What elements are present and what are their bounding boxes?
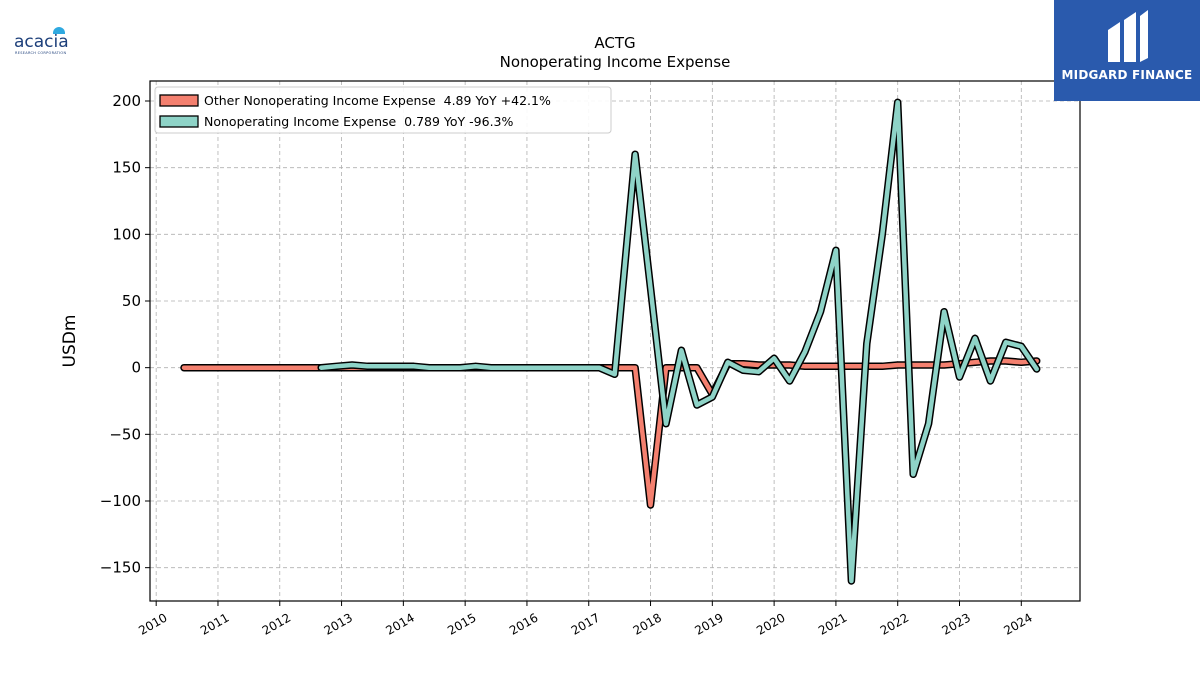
legend-label-total: Nonoperating Income Expense 0.789 YoY -9… <box>204 114 513 129</box>
legend-box <box>154 86 612 134</box>
y-axis-ticks: −150 −100 −50 0 50 100 150 200 <box>100 92 150 577</box>
x-tick-label: 2020 <box>754 610 787 637</box>
y-tick-label: −100 <box>100 492 141 510</box>
legend-swatch-total <box>159 115 199 128</box>
y-tick-label: 150 <box>112 159 141 177</box>
x-axis-ticks: 2010 2011 2012 2013 2014 2015 2016 2017 2018 2019… <box>136 601 1035 638</box>
acacia-logo-subtitle: RESEARCH CORPORATION <box>15 51 67 55</box>
y-tick-label: −150 <box>100 559 141 577</box>
x-tick-label: 2023 <box>940 610 973 637</box>
acacia-logo-mark <box>53 27 65 34</box>
midgard-logo-mark <box>1108 10 1148 62</box>
x-tick-label: 2015 <box>445 610 478 637</box>
acacia-logo: acacia RESEARCH CORPORATION <box>12 26 78 58</box>
y-tick-label: 100 <box>112 225 141 243</box>
series-lines <box>180 98 1041 585</box>
x-tick-label: 2018 <box>631 610 664 637</box>
y-axis-label: USDm <box>60 315 80 368</box>
series-line <box>318 100 1039 584</box>
acacia-logo-word: acacia <box>14 32 69 52</box>
x-tick-label: 2021 <box>816 610 849 637</box>
x-tick-label: 2014 <box>383 610 416 637</box>
x-tick-label: 2010 <box>136 610 169 637</box>
x-tick-label: 2012 <box>260 610 293 637</box>
x-tick-label: 2017 <box>569 610 602 637</box>
series-total <box>317 98 1041 585</box>
midgard-finance-logo: MIDGARD FINANCE <box>1054 0 1200 101</box>
y-tick-label: 200 <box>112 92 141 110</box>
legend-swatch-other <box>159 94 199 107</box>
y-tick-label: 50 <box>122 292 141 310</box>
x-tick-label: 2013 <box>322 610 355 637</box>
x-tick-label: 2011 <box>198 610 231 637</box>
chart-subtitle: Nonoperating Income Expense <box>500 53 731 71</box>
chart-title: ACTG <box>594 34 635 52</box>
midgard-logo-text: MIDGARD FINANCE <box>1061 68 1193 82</box>
legend-label-other: Other Nonoperating Income Expense 4.89 Y… <box>204 93 551 108</box>
x-tick-label: 2024 <box>1001 610 1034 637</box>
y-tick-label: −50 <box>109 425 141 443</box>
legend: Other Nonoperating Income Expense 4.89 Y… <box>154 86 612 134</box>
x-tick-label: 2019 <box>692 610 725 637</box>
x-tick-label: 2016 <box>507 610 540 637</box>
plot-frame <box>149 80 1081 602</box>
series-outline <box>317 98 1041 585</box>
x-tick-label: 2022 <box>878 610 911 637</box>
y-tick-label: 0 <box>131 359 141 377</box>
